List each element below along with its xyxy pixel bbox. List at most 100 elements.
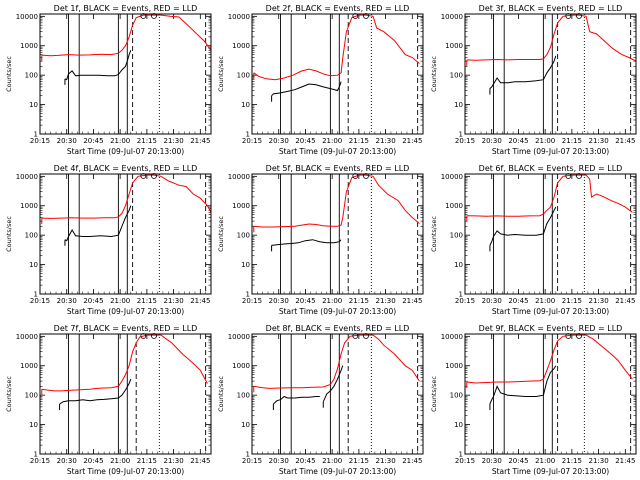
y-axis-label: Counts/sec [217, 216, 225, 252]
x-tick-label: 21:00 [322, 457, 342, 465]
data-series-line [466, 14, 637, 62]
x-tick-label: 21:15 [349, 137, 369, 145]
y-tick-label: 1 [459, 291, 463, 299]
x-tick-label: 20:45 [295, 137, 315, 145]
y-tick-label: 100 [237, 72, 250, 80]
y-tick-label: 10 [454, 261, 463, 269]
x-tick-label: 21:00 [535, 297, 555, 305]
x-tick-label: 20:30 [482, 457, 502, 465]
x-tick-label: 21:45 [190, 457, 210, 465]
x-tick-label: 21:00 [110, 457, 130, 465]
x-tick-label: 20:15 [242, 457, 262, 465]
plot-frame [251, 13, 424, 135]
x-tick-label: 20:30 [269, 457, 289, 465]
y-tick-label: 10000 [441, 333, 463, 341]
chart-panel-det5f: Det 5f, BLACK = Events, RED = LLD Start T… [217, 164, 424, 316]
x-tick-label: 21:30 [376, 137, 396, 145]
x-tick-label: 20:15 [242, 297, 262, 305]
data-series-line [489, 206, 557, 246]
x-tick-label: 20:45 [295, 297, 315, 305]
y-axis-label: Counts/sec [5, 376, 13, 412]
y-axis-label: Counts/sec [430, 56, 438, 92]
x-tick-label: 20:30 [57, 297, 77, 305]
plot-frame [251, 333, 424, 455]
y-tick-label: 10 [29, 421, 38, 429]
y-tick-label: 1000 [232, 42, 250, 50]
x-axis-label: Start Time (09-Jul-07 20:13:00) [67, 307, 184, 316]
y-tick-label: 1 [34, 451, 38, 459]
y-tick-label: 10000 [16, 173, 38, 181]
x-tick-label: 21:00 [110, 297, 130, 305]
y-tick-label: 100 [25, 392, 38, 400]
x-tick-label: 21:15 [349, 297, 369, 305]
x-tick-label: 20:45 [83, 297, 103, 305]
y-tick-label: 100 [25, 72, 38, 80]
y-tick-label: 1 [34, 291, 38, 299]
x-tick-label: 21:15 [562, 297, 582, 305]
data-series-line [273, 395, 320, 405]
plot-frame [464, 173, 637, 295]
y-tick-label: 1000 [445, 42, 463, 50]
x-tick-label: 21:00 [110, 137, 130, 145]
x-tick-label: 21:00 [535, 137, 555, 145]
y-tick-label: 10000 [16, 13, 38, 21]
y-tick-label: 100 [450, 232, 463, 240]
y-tick-label: 10000 [228, 173, 250, 181]
data-series-line [41, 174, 212, 219]
y-tick-label: 1 [459, 131, 463, 139]
x-axis-label: Start Time (09-Jul-07 20:13:00) [67, 147, 184, 156]
data-series-line [271, 239, 342, 246]
data-series-line [466, 174, 633, 217]
chart-title: Det 8f, BLACK = Events, RED = LLD [266, 324, 410, 333]
y-tick-label: 100 [25, 232, 38, 240]
x-axis-label: Start Time (09-Jul-07 20:13:00) [492, 307, 609, 316]
x-tick-label: 21:15 [349, 457, 369, 465]
y-tick-label: 1 [246, 451, 250, 459]
chart-panel-det4f: Det 4f, BLACK = Events, RED = LLD Start T… [5, 164, 212, 316]
x-tick-label: 20:30 [269, 137, 289, 145]
x-tick-label: 21:45 [190, 297, 210, 305]
x-tick-label: 20:30 [57, 137, 77, 145]
x-tick-label: 21:45 [615, 297, 635, 305]
x-tick-label: 20:30 [482, 137, 502, 145]
y-tick-label: 1000 [20, 202, 38, 210]
chart-title: Det 6f, BLACK = Events, RED = LLD [479, 164, 623, 173]
y-axis-label: Counts/sec [430, 216, 438, 252]
x-axis-label: Start Time (09-Jul-07 20:13:00) [279, 147, 396, 156]
y-tick-label: 10 [454, 421, 463, 429]
y-tick-label: 10000 [16, 333, 38, 341]
x-tick-label: 21:15 [562, 137, 582, 145]
chart-title: Det 9f, BLACK = Events, RED = LLD [479, 324, 623, 333]
y-tick-label: 1000 [445, 362, 463, 370]
data-series-line [489, 365, 557, 405]
plot-frame [251, 173, 424, 295]
y-tick-label: 10 [241, 261, 250, 269]
x-tick-label: 20:45 [508, 137, 528, 145]
y-tick-label: 10 [29, 101, 38, 109]
data-series-line [271, 81, 342, 97]
x-tick-label: 20:15 [30, 137, 50, 145]
x-tick-label: 21:00 [322, 137, 342, 145]
chart-panel-det6f: Det 6f, BLACK = Events, RED = LLD Start T… [430, 164, 637, 316]
x-tick-label: 21:15 [562, 457, 582, 465]
x-tick-label: 20:30 [482, 297, 502, 305]
data-series-line [59, 379, 132, 405]
x-axis-label: Start Time (09-Jul-07 20:13:00) [67, 467, 184, 476]
y-tick-label: 10000 [228, 333, 250, 341]
x-tick-label: 21:45 [615, 457, 635, 465]
x-tick-label: 21:45 [402, 297, 422, 305]
y-axis-label: Counts/sec [430, 376, 438, 412]
chart-panel-det3f: Det 3f, BLACK = Events, RED = LLD Start T… [430, 4, 637, 156]
x-tick-label: 20:15 [30, 297, 50, 305]
data-series-line [253, 334, 420, 389]
y-tick-label: 10000 [441, 13, 463, 21]
y-axis-label: Counts/sec [217, 376, 225, 412]
y-tick-label: 1000 [20, 42, 38, 50]
x-tick-label: 21:15 [137, 297, 157, 305]
chart-panel-det7f: Det 7f, BLACK = Events, RED = LLD Start T… [5, 324, 212, 476]
data-series-line [489, 55, 557, 89]
data-series-line [466, 334, 633, 384]
x-tick-label: 21:00 [322, 297, 342, 305]
x-tick-label: 21:30 [164, 297, 184, 305]
